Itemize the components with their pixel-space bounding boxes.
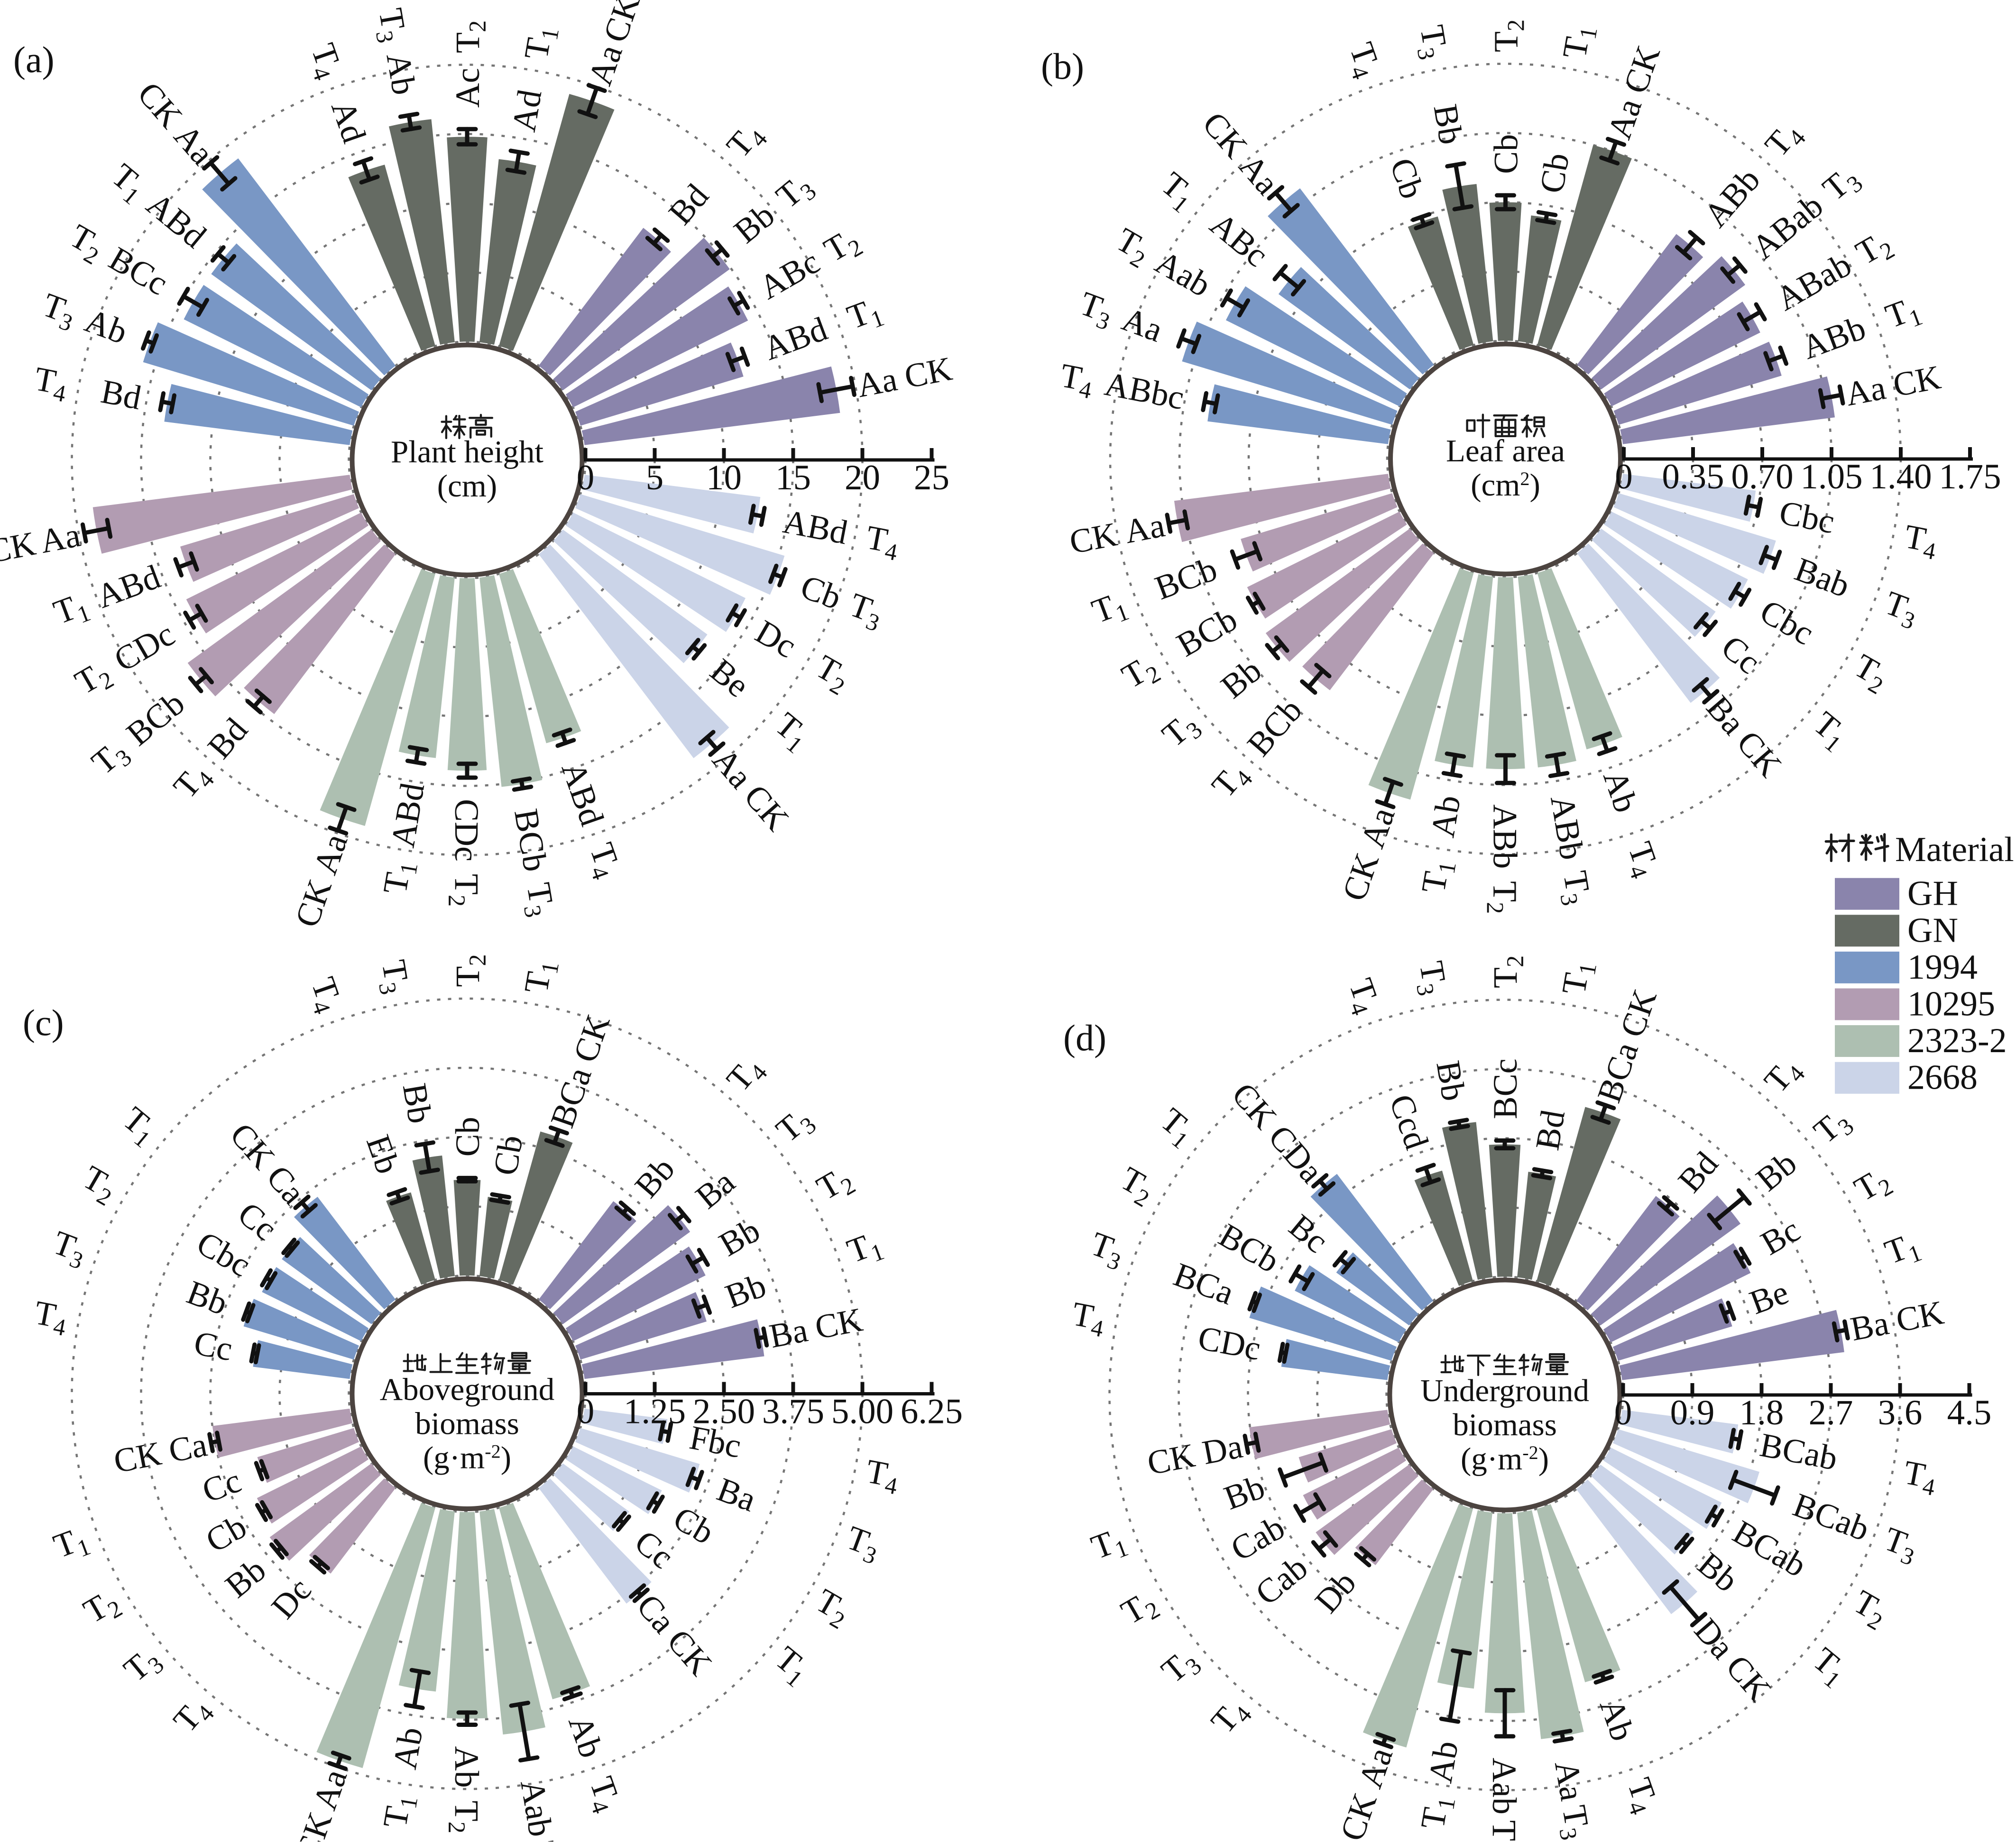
svg-text:Aa: Aa	[37, 516, 83, 560]
svg-text:1.40: 1.40	[1869, 457, 1932, 496]
svg-text:3.75: 3.75	[762, 1392, 824, 1431]
svg-text:Ac: Ac	[449, 68, 487, 108]
svg-text:Ab: Ab	[1423, 792, 1468, 840]
svg-text:CK: CK	[902, 349, 955, 395]
svg-text:Underground: Underground	[1420, 1373, 1589, 1408]
svg-text:0.70: 0.70	[1731, 457, 1793, 496]
svg-text:0: 0	[577, 458, 595, 497]
svg-text:Fbc: Fbc	[687, 1418, 744, 1465]
svg-text:T2: T2	[1481, 1820, 1523, 1842]
svg-text:Ba: Ba	[766, 1311, 811, 1356]
svg-text:CK: CK	[0, 524, 38, 570]
svg-text:Bd: Bd	[1528, 1107, 1572, 1153]
svg-text:15: 15	[775, 458, 811, 497]
svg-text:Aa: Aa	[1842, 368, 1888, 413]
svg-text:Plant height: Plant height	[391, 434, 543, 469]
svg-text:Ab: Ab	[379, 50, 423, 98]
svg-text:GN: GN	[1907, 911, 1958, 950]
svg-text:ABb: ABb	[1486, 804, 1524, 869]
svg-text:CK: CK	[1144, 1436, 1198, 1482]
svg-text:1994: 1994	[1907, 948, 1978, 987]
svg-text:CK: CK	[1893, 1294, 1947, 1339]
svg-text:T2: T2	[449, 954, 491, 987]
svg-text:Leaf area: Leaf area	[1446, 433, 1565, 468]
svg-text:Cb: Cb	[486, 1132, 530, 1178]
svg-text:Ad: Ad	[505, 87, 549, 134]
svg-text:biomass: biomass	[1453, 1407, 1557, 1442]
svg-text:1.8: 1.8	[1740, 1393, 1784, 1432]
svg-text:(a): (a)	[13, 39, 55, 80]
svg-text:0: 0	[577, 1392, 595, 1431]
svg-text:CK: CK	[812, 1301, 865, 1347]
svg-text:Bd: Bd	[98, 372, 145, 417]
svg-text:(cm): (cm)	[437, 468, 497, 504]
svg-text:25: 25	[914, 458, 949, 497]
svg-text:1.05: 1.05	[1800, 457, 1862, 496]
svg-text:Aab: Aab	[513, 1777, 560, 1839]
svg-text:CK: CK	[1067, 515, 1120, 561]
svg-text:Material: Material	[1895, 830, 2014, 869]
svg-text:Cb: Cb	[1487, 134, 1525, 174]
svg-text:Ba: Ba	[1848, 1304, 1892, 1349]
svg-text:2323-2: 2323-2	[1907, 1021, 2007, 1060]
svg-text:Da: Da	[1199, 1427, 1245, 1472]
svg-text:Bb: Bb	[1429, 1058, 1473, 1103]
svg-text:20: 20	[845, 458, 880, 497]
svg-text:T2: T2	[449, 20, 491, 53]
svg-text:Aa: Aa	[854, 360, 900, 404]
svg-text:T3: T3	[370, 957, 417, 997]
svg-text:0.9: 0.9	[1670, 1393, 1715, 1432]
svg-text:Aboveground: Aboveground	[380, 1372, 554, 1407]
svg-text:Ab: Ab	[386, 1725, 430, 1772]
svg-text:2.7: 2.7	[1809, 1393, 1853, 1432]
svg-text:T3: T3	[1408, 22, 1455, 62]
svg-text:2668: 2668	[1907, 1058, 1978, 1097]
svg-text:Bb: Bb	[1426, 101, 1470, 147]
svg-text:T3: T3	[519, 1839, 566, 1842]
svg-text:Ab: Ab	[1421, 1738, 1466, 1786]
svg-text:10: 10	[706, 458, 742, 497]
svg-text:Cb: Cb	[449, 1117, 487, 1156]
svg-text:1.25: 1.25	[624, 1392, 686, 1431]
svg-text:6.25: 6.25	[901, 1392, 963, 1431]
svg-text:Cc: Cc	[191, 1324, 236, 1368]
svg-text:4.5: 4.5	[1947, 1393, 1992, 1432]
svg-text:biomass: biomass	[415, 1406, 519, 1441]
svg-text:Aa: Aa	[1122, 506, 1168, 550]
svg-text:Bb: Bb	[396, 1081, 440, 1126]
svg-text:5: 5	[646, 458, 664, 497]
svg-text:0: 0	[1614, 1393, 1632, 1432]
svg-text:(d): (d)	[1063, 1017, 1106, 1058]
svg-text:(c): (c)	[23, 1002, 64, 1043]
svg-text:(b): (b)	[1041, 46, 1084, 87]
svg-text:10295: 10295	[1907, 985, 1995, 1024]
svg-text:T3: T3	[368, 6, 414, 45]
svg-text:0: 0	[1615, 457, 1633, 496]
svg-text:1.75: 1.75	[1939, 457, 2001, 496]
svg-text:Aab: Aab	[1485, 1758, 1523, 1815]
svg-text:Ca: Ca	[166, 1425, 210, 1470]
svg-text:2.50: 2.50	[693, 1392, 755, 1431]
svg-text:Aa: Aa	[1547, 1758, 1592, 1803]
svg-text:3.6: 3.6	[1878, 1393, 1923, 1432]
svg-text:Ab: Ab	[448, 1746, 486, 1788]
svg-text:CK: CK	[110, 1434, 164, 1480]
svg-text:GH: GH	[1907, 874, 1958, 913]
svg-text:Cb: Cb	[1532, 150, 1576, 196]
svg-text:CDc: CDc	[448, 799, 486, 862]
svg-text:(cm2): (cm2)	[1471, 468, 1540, 503]
svg-text:CK: CK	[1890, 358, 1943, 404]
svg-text:5.00: 5.00	[831, 1392, 893, 1431]
svg-text:0.35: 0.35	[1662, 457, 1724, 496]
svg-text:BCc: BCc	[1486, 1058, 1524, 1119]
